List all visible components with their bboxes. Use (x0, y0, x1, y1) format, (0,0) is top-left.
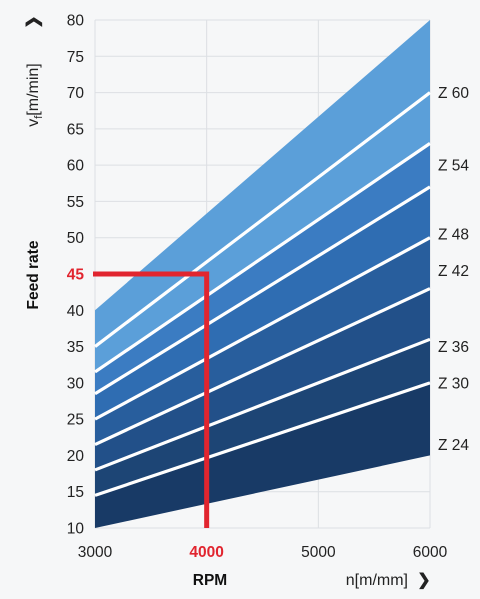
boundary-line-2 (94, 287, 431, 446)
band-0 (95, 382, 430, 528)
x-tick-3: 6000 (413, 544, 448, 561)
y-axis-title: Feed rate (25, 240, 42, 309)
y-tick-6: 40 (67, 303, 85, 320)
x-tick-0: 3000 (78, 544, 113, 561)
y-tick-3: 25 (67, 412, 84, 429)
band-1 (95, 339, 430, 496)
y-tick-12: 70 (67, 85, 85, 102)
y-tick-14: 80 (67, 13, 85, 30)
band-5 (95, 143, 430, 394)
y-tick-13: 75 (67, 49, 84, 66)
y-tick-1: 15 (67, 484, 84, 501)
band-label-2: Z 48 (438, 227, 469, 244)
band-labels: Z 60 Z 54 Z 48 Z 42 Z 36 Z 30 Z 24 (438, 85, 469, 454)
highlight-path (93, 271, 210, 528)
x-axis-unit: n[m/mm] (346, 572, 408, 589)
band-label-0: Z 60 (438, 85, 469, 102)
x-tick-labels: 3000 4000 5000 6000 (78, 544, 448, 561)
y-unit-main: v (25, 119, 42, 127)
y-tick-5: 35 (67, 339, 84, 356)
band-2 (95, 288, 430, 470)
band-boundaries (94, 91, 431, 497)
y-tick-9: 55 (67, 194, 84, 211)
x-axis-arrow-icon: ❯ (417, 572, 430, 590)
y-unit-sub: f (33, 115, 45, 119)
boundary-line-4 (94, 185, 431, 396)
band-3 (95, 237, 430, 445)
boundary-line-3 (94, 236, 431, 421)
boundary-line-1 (94, 337, 431, 472)
band-label-6: Z 24 (438, 437, 469, 454)
y-tick-7: 45 (67, 267, 85, 284)
boundary-line-5 (94, 142, 431, 374)
y-tick-11: 65 (67, 121, 84, 138)
y-tick-labels: 10 15 20 25 30 35 40 45 50 55 60 65 70 75 80 (67, 13, 85, 538)
y-tick-10: 60 (67, 158, 85, 175)
band-label-5: Z 30 (438, 375, 469, 392)
y-unit-rest: [m/min] (25, 63, 42, 115)
highlight-marker (93, 271, 210, 528)
y-tick-0: 10 (67, 521, 85, 538)
band-label-1: Z 54 (438, 158, 469, 175)
y-axis-unit: vf[m/min] (25, 63, 45, 127)
x-tick-1: 4000 (189, 544, 223, 561)
band-4 (95, 186, 430, 420)
band-label-4: Z 36 (438, 339, 469, 356)
x-tick-2: 5000 (301, 544, 336, 561)
boundary-line-0 (94, 381, 431, 497)
y-axis-arrow-icon: ❯ (25, 15, 43, 28)
boundary-line-6 (94, 91, 431, 348)
x-axis-title: RPM (193, 572, 227, 589)
y-tick-4: 30 (67, 375, 85, 392)
y-tick-8: 50 (67, 230, 85, 247)
bands (95, 20, 430, 528)
band-label-3: Z 42 (438, 263, 469, 280)
y-tick-2: 20 (67, 448, 85, 465)
